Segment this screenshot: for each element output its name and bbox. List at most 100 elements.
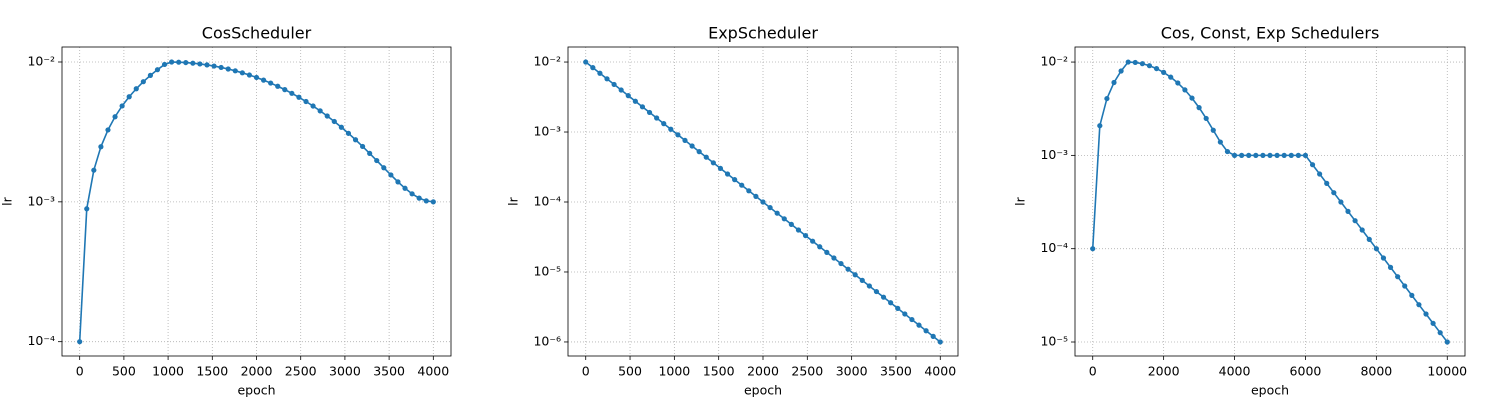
marker [218,64,224,71]
marker [1352,218,1358,224]
y-tick-label: 10⁻³ [533,124,561,139]
marker [1118,68,1124,74]
marker [211,63,217,69]
marker [746,188,752,194]
marker [880,294,887,300]
marker [119,103,125,109]
marker [1224,148,1231,155]
marker [583,59,589,65]
marker [732,177,738,183]
marker [937,339,943,345]
marker [352,137,359,143]
x-tick-label: 0 [582,364,590,379]
marker [1281,152,1287,158]
marker [324,113,330,119]
y-tick-label: 10⁻⁴ [27,333,55,348]
marker [930,333,936,339]
marker [402,185,408,191]
marker [1253,152,1259,158]
marker [225,66,231,72]
marker [909,316,915,323]
marker [1161,69,1167,75]
marker [253,74,260,81]
marker [126,94,132,100]
marker [154,67,161,73]
marker [1331,190,1337,196]
marker [416,195,422,201]
marker [1288,152,1294,158]
marker [1168,74,1174,80]
x-tick-label: 3000 [329,364,361,379]
marker [1132,59,1138,66]
chart-title: ExpScheduler [708,24,818,43]
x-axis-label: epoch [1251,383,1289,398]
marker [710,160,716,166]
marker [1196,105,1202,111]
marker [824,249,830,255]
marker [781,216,787,222]
marker [618,87,624,93]
marker [604,76,610,82]
marker [902,311,908,317]
marker [1402,283,1408,289]
marker [1423,311,1429,317]
chart-title: CosScheduler [202,24,312,43]
marker [395,179,401,185]
marker [1409,292,1415,298]
marker [1111,79,1117,86]
marker [331,118,337,125]
marker [611,81,617,88]
marker [317,108,323,114]
marker [133,86,139,92]
x-axis-label: epoch [744,383,782,398]
marker [176,59,182,65]
marker [597,70,603,76]
marker [1097,123,1103,129]
marker [1345,208,1351,214]
axes-frame [567,46,959,357]
marker [888,300,894,306]
marker [661,121,667,127]
marker [232,68,238,74]
marker [788,221,794,227]
marker [1309,162,1316,168]
marker [289,90,295,96]
line [1091,61,1448,343]
marker [1153,65,1160,72]
y-axis-label: lr [506,196,521,205]
x-tick-label: 3000 [836,364,868,379]
marker [831,255,837,261]
x-tick-label: 10000 [1427,364,1467,379]
marker [204,62,210,68]
marker [77,339,83,345]
y-tick-label: 10⁻⁴ [533,193,561,208]
marker [282,87,288,93]
x-tick-label: 1000 [152,364,184,379]
marker [845,266,851,272]
y-tick-label: 10⁻² [1040,54,1068,69]
marker [668,126,674,132]
marker [895,305,901,311]
marker [359,143,366,150]
marker [268,80,274,86]
marker [654,115,660,121]
x-tick-label: 2000 [1148,364,1180,379]
x-tick-label: 500 [112,364,136,379]
marker [169,59,175,65]
marker [374,157,380,164]
marker [1175,80,1181,86]
marker [1373,246,1379,252]
marker [1203,115,1209,122]
marker [423,198,429,204]
marker [140,79,146,85]
x-tick-label: 1000 [658,364,690,379]
marker [1260,152,1266,158]
marker [1302,152,1309,158]
y-tick-label: 10⁻³ [1040,147,1068,162]
marker [1239,152,1245,158]
marker [1217,139,1223,145]
marker [112,114,118,120]
chart-title: Cos, Const, Exp Schedulers [1161,24,1380,43]
x-tick-label: 4000 [924,364,956,379]
y-axis-label: lr [1013,196,1028,205]
